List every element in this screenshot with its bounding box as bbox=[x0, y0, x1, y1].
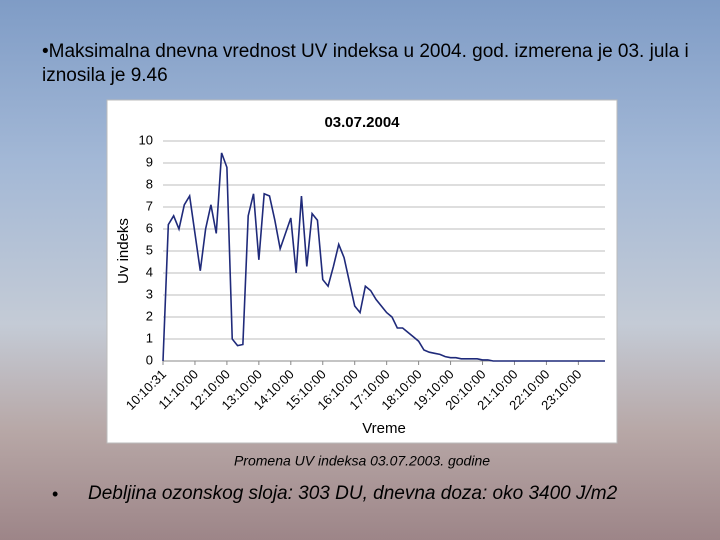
y-tick-label: 3 bbox=[146, 286, 153, 301]
y-tick-label: 8 bbox=[146, 176, 153, 191]
y-axis-label: Uv indeks bbox=[115, 218, 132, 284]
y-tick-label: 6 bbox=[146, 220, 153, 235]
data-line bbox=[162, 152, 605, 362]
chart-frame bbox=[106, 99, 618, 444]
y-tick-label: 0 bbox=[146, 352, 153, 367]
y-tick-label: 10 bbox=[139, 132, 153, 147]
y-tick-label: 5 bbox=[146, 242, 153, 257]
heading: •Maksimalna dnevna vrednost UV indeksa u… bbox=[42, 41, 689, 86]
y-tick-label: 1 bbox=[146, 330, 153, 345]
x-axis-label: Vreme bbox=[362, 420, 406, 437]
y-tick-label: 2 bbox=[146, 308, 153, 323]
y-tick-label: 7 bbox=[146, 198, 153, 213]
caption: Promena UV indeksa 03.07.2003. godine bbox=[234, 453, 490, 469]
y-tick-label: 9 bbox=[146, 154, 153, 169]
note: Debljina ozonskog sloja: 303 DU, dnevna … bbox=[88, 483, 618, 504]
bullet: • bbox=[52, 484, 59, 504]
y-tick-label: 4 bbox=[146, 264, 153, 279]
chart-title: 03.07.2004 bbox=[324, 114, 400, 131]
